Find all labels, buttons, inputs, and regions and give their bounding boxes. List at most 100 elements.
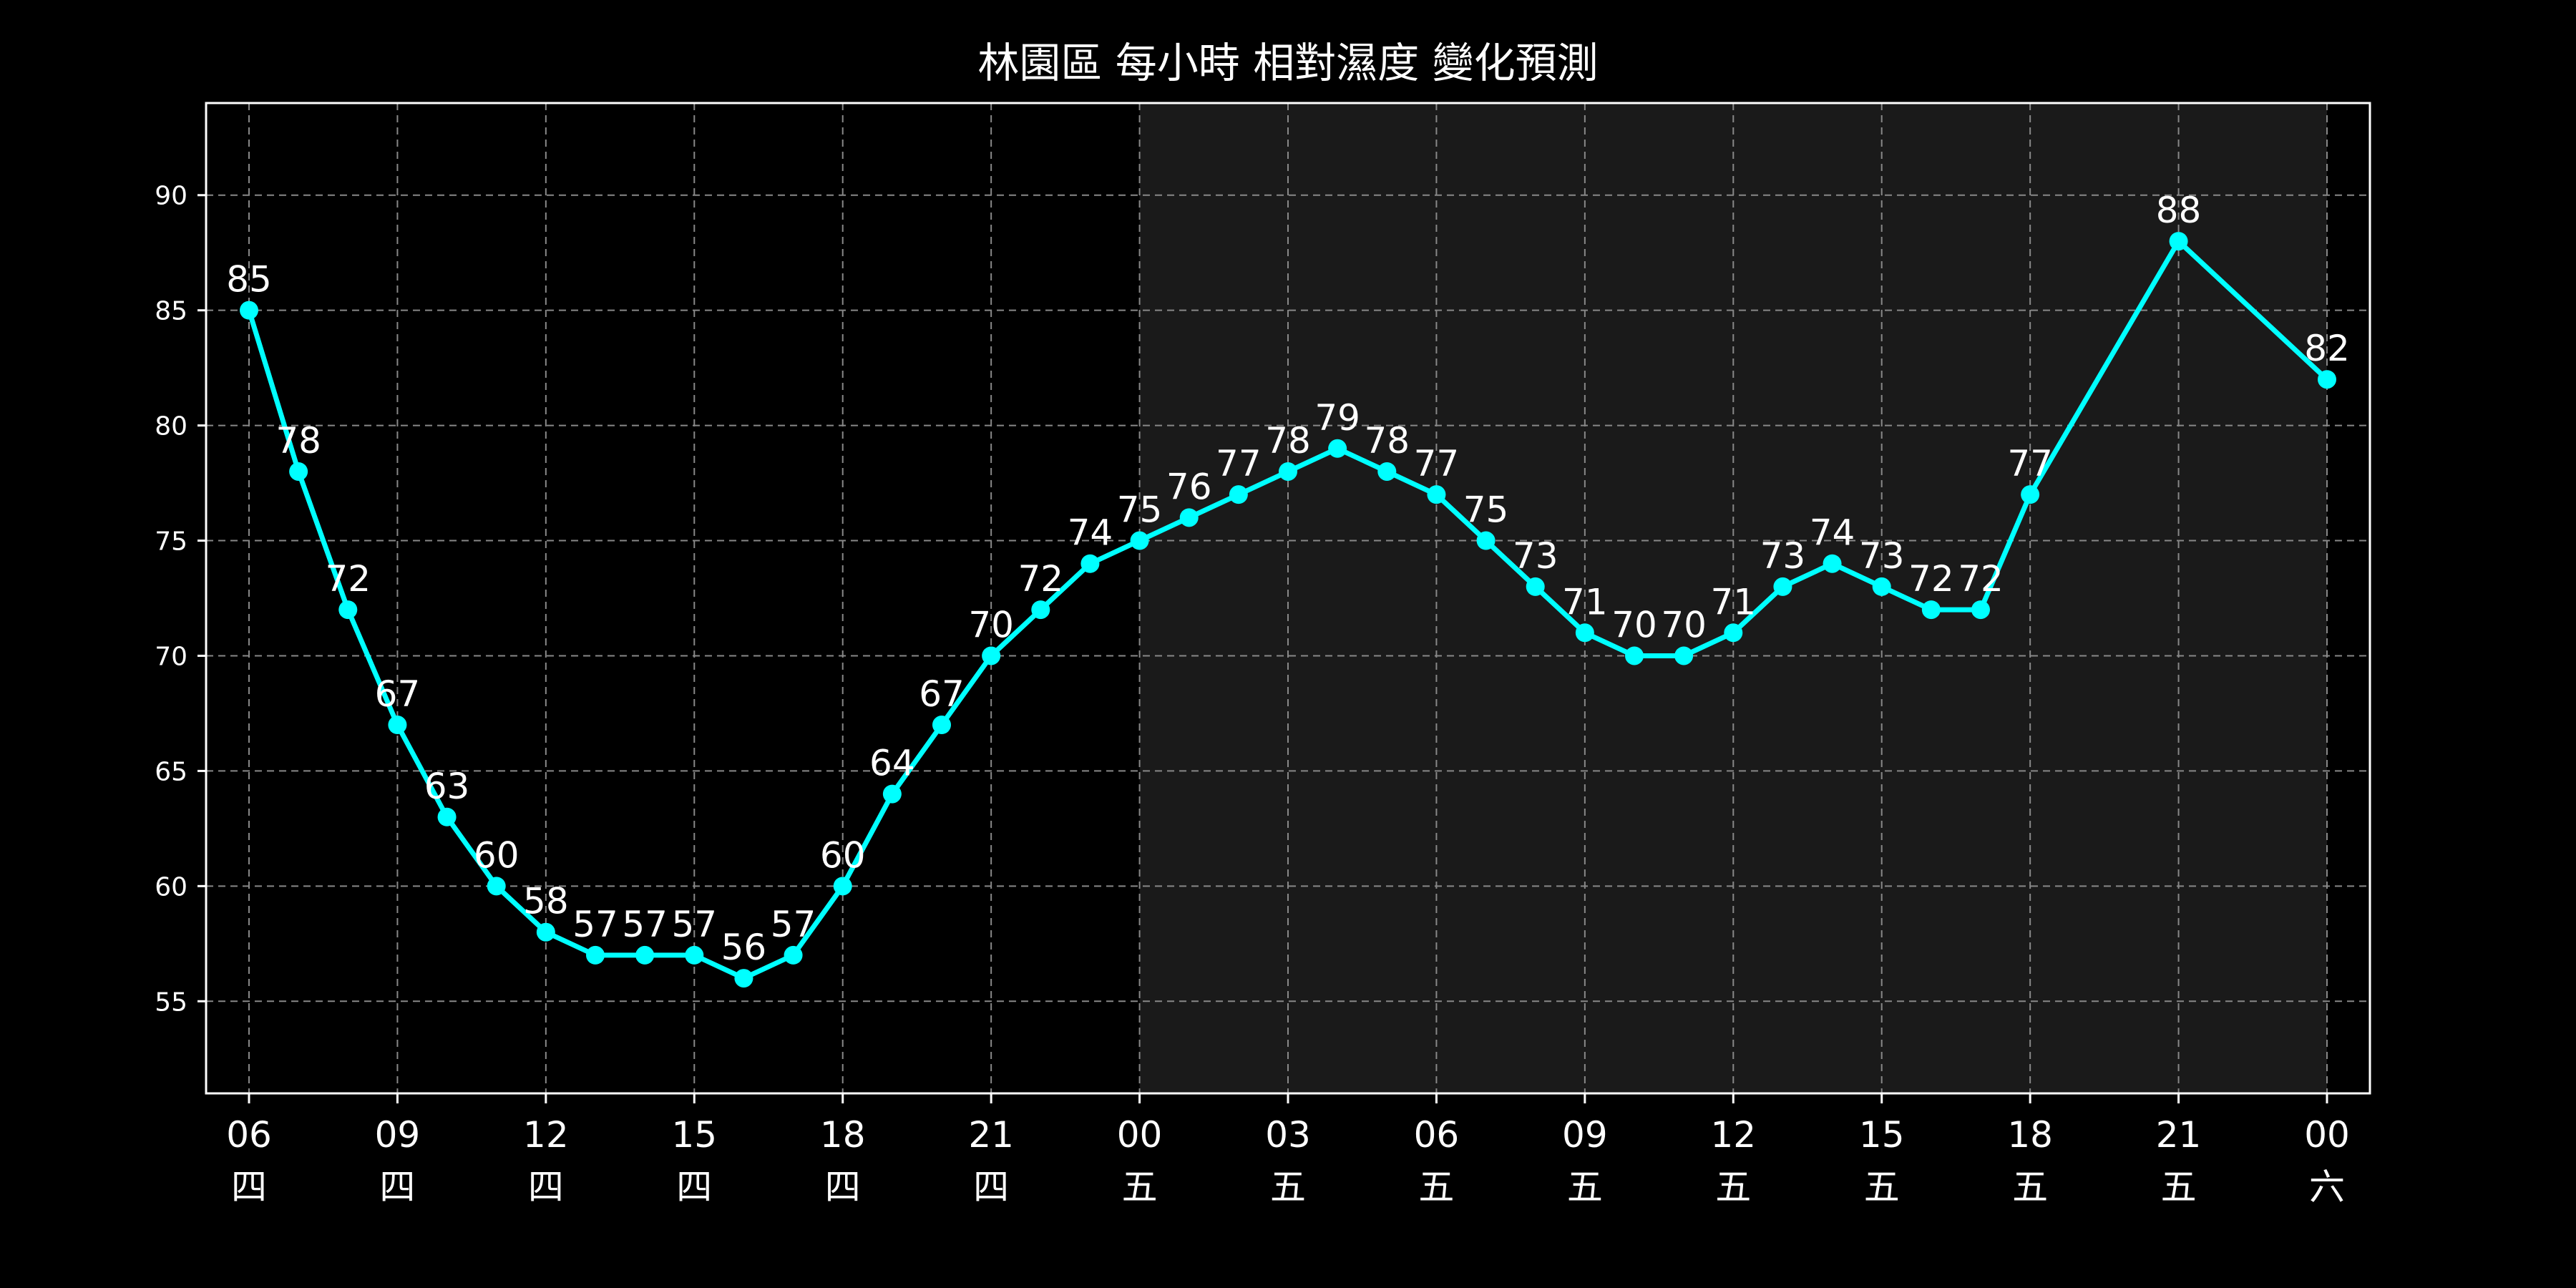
data-points (240, 232, 2336, 988)
chart-title: 林園區 每小時 相對濕度 變化預測 (977, 39, 1598, 87)
x-tick-hour-label: 12 (1710, 1114, 1756, 1156)
data-point (784, 945, 803, 965)
data-point (240, 301, 258, 320)
data-point (1427, 485, 1446, 504)
data-label: 79 (1314, 397, 1360, 439)
data-label: 64 (869, 743, 915, 784)
y-tick-label: 85 (155, 297, 187, 326)
data-label: 72 (1908, 558, 1954, 600)
data-label: 77 (1216, 443, 1262, 484)
y-tick-label: 65 (155, 757, 187, 786)
x-tick-day-label: 四 (973, 1166, 1009, 1208)
x-tick-hour-label: 21 (968, 1114, 1014, 1156)
x-tick-day-label: 五 (2161, 1166, 2197, 1208)
data-label: 57 (622, 904, 668, 945)
data-point (1724, 623, 1743, 643)
data-label: 57 (771, 904, 816, 945)
x-axis: 06 四 09 四 12 四 15 四 18 四 21 四 00 五 03 五 06 五 09 五 12 五 15 五 18 五 2… (226, 1093, 2350, 1208)
x-tick-day-label: 四 (379, 1166, 415, 1208)
x-tick-day-label: 四 (528, 1166, 564, 1208)
data-point (1179, 508, 1199, 527)
y-tick-label: 70 (155, 642, 187, 671)
data-label: 60 (820, 834, 866, 876)
data-point (1575, 623, 1594, 643)
data-point (734, 969, 753, 988)
x-tick-hour-label: 18 (820, 1114, 866, 1156)
data-point (289, 462, 308, 481)
data-point (635, 945, 655, 965)
data-point (586, 945, 605, 965)
x-tick-hour-label: 12 (523, 1114, 569, 1156)
data-label: 56 (721, 927, 767, 968)
x-tick-hour-label: 00 (2304, 1114, 2350, 1156)
data-label: 70 (1611, 604, 1657, 645)
x-tick-day-label: 五 (1715, 1166, 1751, 1208)
x-tick-day-label: 六 (2309, 1166, 2345, 1208)
data-label: 75 (1117, 489, 1163, 531)
data-label: 73 (1513, 535, 1558, 577)
data-point (1773, 577, 1792, 596)
data-label: 57 (572, 904, 618, 945)
x-tick-day-label: 五 (1567, 1166, 1603, 1208)
data-point (1031, 600, 1050, 620)
data-point (536, 922, 555, 942)
data-label: 67 (375, 673, 421, 715)
x-tick-hour-label: 06 (226, 1114, 272, 1156)
data-point (437, 807, 457, 826)
x-tick-hour-label: 00 (1117, 1114, 1163, 1156)
x-tick-day-label: 四 (825, 1166, 861, 1208)
data-label: 71 (1710, 581, 1756, 623)
data-label: 78 (1265, 420, 1311, 462)
data-label: 72 (1958, 558, 2004, 600)
data-label: 63 (424, 766, 470, 807)
data-label: 60 (474, 834, 519, 876)
data-point (1674, 646, 1694, 665)
data-point (1377, 462, 1397, 481)
data-label: 71 (1562, 581, 1608, 623)
data-point (2021, 485, 2040, 504)
data-point (932, 716, 951, 735)
data-label: 72 (325, 558, 371, 600)
data-point (338, 600, 358, 620)
data-label: 76 (1166, 466, 1212, 507)
data-label: 73 (1859, 535, 1905, 577)
y-tick-label: 80 (155, 412, 187, 441)
x-tick-hour-label: 06 (1414, 1114, 1460, 1156)
y-tick-label: 55 (155, 987, 187, 1017)
data-point (1921, 600, 1941, 620)
data-point (882, 784, 902, 804)
data-point (1080, 554, 1100, 573)
data-label: 72 (1018, 558, 1063, 600)
data-point (1526, 577, 1545, 596)
data-point (1823, 554, 1842, 573)
data-point (2169, 232, 2188, 251)
y-tick-label: 90 (155, 182, 187, 211)
y-tick-label: 75 (155, 527, 187, 557)
data-point (685, 945, 704, 965)
data-point (982, 646, 1001, 665)
data-label: 82 (2304, 328, 2350, 369)
x-tick-hour-label: 09 (1562, 1114, 1608, 1156)
data-label: 88 (2156, 190, 2202, 231)
data-point (1971, 600, 1990, 620)
data-label: 78 (275, 420, 321, 462)
y-tick-label: 60 (155, 872, 187, 902)
x-tick-hour-label: 18 (2007, 1114, 2053, 1156)
x-tick-day-label: 五 (1418, 1166, 1454, 1208)
data-point (2318, 370, 2336, 389)
data-point (1328, 439, 1347, 458)
data-label: 77 (2007, 443, 2053, 484)
data-label: 57 (671, 904, 717, 945)
x-tick-day-label: 五 (1270, 1166, 1306, 1208)
data-label: 73 (1760, 535, 1806, 577)
data-point (1279, 462, 1297, 481)
data-point (388, 716, 407, 735)
data-label: 70 (968, 604, 1014, 645)
data-label: 77 (1414, 443, 1460, 484)
data-label: 78 (1364, 420, 1410, 462)
x-tick-day-label: 四 (231, 1166, 267, 1208)
data-label: 67 (919, 673, 965, 715)
x-tick-hour-label: 15 (1859, 1114, 1905, 1156)
data-label: 70 (1661, 604, 1707, 645)
